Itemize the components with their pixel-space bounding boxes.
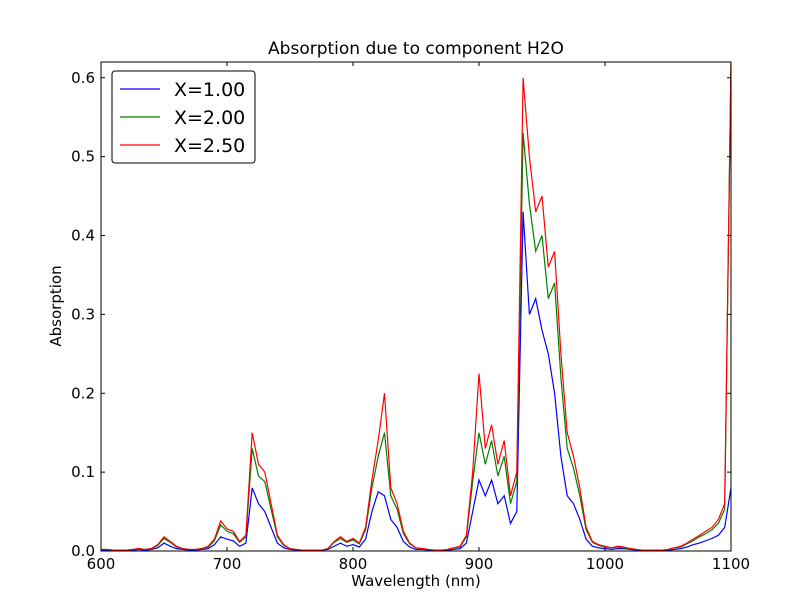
y-tick-label: 0.6 (71, 69, 95, 87)
y-axis-label: Absorption (47, 265, 65, 346)
legend-box (111, 70, 256, 164)
legend-label: X=2.00 (174, 107, 245, 129)
x-tick-label: 1000 (586, 555, 624, 573)
x-tick-label: 600 (87, 555, 116, 573)
y-tick-label: 0.1 (71, 463, 95, 481)
x-tick-label: 700 (213, 555, 242, 573)
y-tick-label: 0.2 (71, 384, 95, 402)
series-line (101, 211, 731, 551)
x-tick-label: 800 (339, 555, 368, 573)
chart-title: Absorption due to component H2O (268, 39, 564, 59)
y-tick-label: 0.3 (71, 305, 95, 323)
y-tick-label: 0.5 (71, 148, 95, 166)
plot-frame (100, 61, 732, 552)
x-tick-label: 900 (465, 555, 494, 573)
legend-label: X=2.50 (174, 135, 245, 157)
y-tick-label: 0.0 (71, 542, 95, 560)
x-axis-label: Wavelength (nm) (351, 572, 481, 590)
y-tick-label: 0.4 (71, 227, 95, 245)
series-line (101, 62, 731, 551)
legend-label: X=1.00 (174, 79, 245, 101)
x-tick-label: 1100 (712, 555, 750, 573)
